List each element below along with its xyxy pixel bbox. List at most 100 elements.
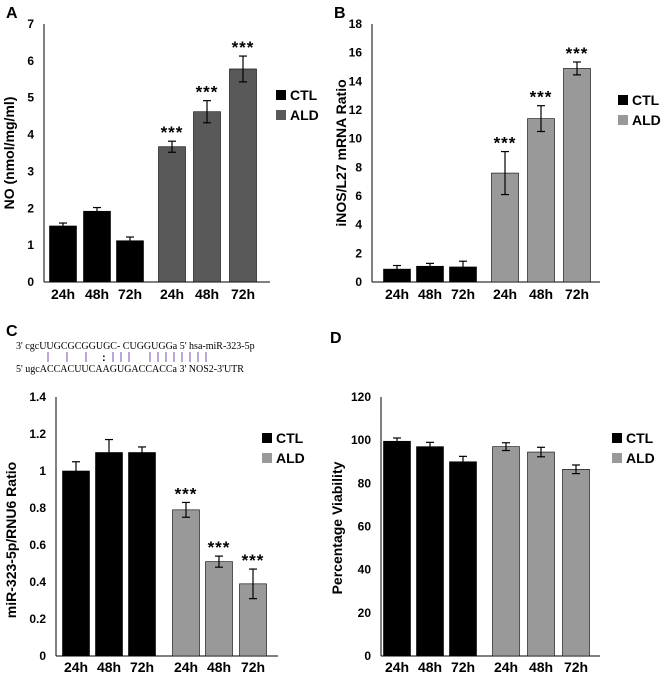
panel-d-bar-0 — [383, 440, 411, 657]
panel-d-error-4 — [537, 446, 545, 458]
panel-c-x-ticks: 24h 48h 72h 24h 48h 72h — [64, 659, 265, 675]
panel-c-error-5 — [249, 568, 257, 600]
panel-d-bar-2 — [449, 461, 477, 657]
panel-c-bar-3 — [172, 509, 200, 657]
panel-a-y-ticks: 0 1 2 3 4 5 6 7 — [27, 17, 34, 289]
panel-c-x-tick-1: 48h — [97, 659, 121, 675]
panel-c-y-tick-6: 1.2 — [29, 427, 46, 441]
panel-b-legend-ald-label: ALD — [632, 112, 661, 128]
sequence-line-mirna: 3' cgcUUGCGCGGUGC- CUGGUGGa 5' hsa-miR-3… — [16, 341, 255, 352]
panel-d-error-1 — [426, 441, 434, 452]
panel-c-x-tick-0: 24h — [64, 659, 88, 675]
panel-c-error-1 — [105, 438, 113, 467]
panel-c-x-tick-4: 48h — [207, 659, 231, 675]
panel-a-label: A — [6, 5, 18, 22]
panel-c-y-tick-4: 0.8 — [29, 501, 46, 515]
panel-a-y-tick-7: 7 — [27, 17, 34, 31]
panel-a-bar-1 — [83, 210, 111, 283]
panel-b-x-tick-2: 72h — [451, 286, 475, 302]
panel-c-bar-4 — [205, 561, 233, 657]
panel-d-x-tick-3: 24h — [494, 659, 518, 675]
panel-b-error-2 — [459, 260, 467, 274]
panel-d-bars — [383, 440, 590, 657]
panel-b-y-tick-7: 14 — [349, 74, 363, 88]
panel-d-error-0 — [393, 437, 401, 446]
panel-d-y-tick-0: 0 — [364, 649, 371, 663]
panel-a-y-tick-3: 3 — [27, 164, 34, 178]
panel-b-significance-3: *** — [494, 134, 517, 153]
panel-c-y-tick-5: 1 — [39, 464, 46, 478]
sequence-pairing-marks — [47, 352, 207, 362]
panel-b-error-5 — [573, 61, 581, 76]
panel-b-y-tick-6: 12 — [349, 103, 363, 117]
panel-c-bar-0 — [62, 470, 90, 657]
panel-c-legend-ctl-label: CTL — [276, 430, 304, 446]
panel-a-bar-3 — [158, 146, 186, 283]
panel-a-bar-0 — [49, 225, 77, 283]
panel-c-significance-3: *** — [175, 484, 198, 503]
panel-a-significance-4: *** — [196, 83, 219, 102]
panel-a-x-tick-1: 48h — [85, 286, 109, 302]
panel-d-label: D — [330, 330, 342, 347]
panel-b-x-tick-4: 48h — [529, 286, 553, 302]
panel-a-bar-5 — [229, 68, 257, 283]
panel-b-y-ticks: 0 2 4 6 8 10 12 14 16 18 — [349, 17, 363, 289]
panel-d-y-ticks: 0 20 40 60 80 100 120 — [351, 390, 371, 663]
panel-a-error-1 — [93, 206, 101, 216]
panel-a-bar-2 — [116, 240, 144, 283]
panel-b-y-tick-9: 18 — [349, 17, 363, 31]
panel-b-x-tick-0: 24h — [385, 286, 409, 302]
panel-b-x-tick-3: 24h — [493, 286, 517, 302]
panel-d-y-tick-3: 60 — [358, 520, 372, 534]
panel-b-bars — [383, 68, 591, 283]
panel-c-error-4 — [215, 555, 223, 568]
panel-d-legend-ald-label: ALD — [626, 450, 655, 466]
panel-b-label: B — [334, 5, 346, 22]
panel-c-legend-ald-label: ALD — [276, 450, 305, 466]
panel-d-y-tick-4: 80 — [358, 476, 372, 490]
panel-a-x-tick-2: 72h — [118, 286, 142, 302]
panel-c-y-label: miR-323-5p/RNU6 Ratio — [3, 462, 19, 618]
panel-a-significance-3: *** — [161, 123, 184, 142]
panel-b-error-bars — [393, 61, 581, 274]
panel-d-error-5 — [572, 464, 580, 475]
sequence-alignment: 3' cgcUUGCGCGGUGC- CUGGUGGa 5' hsa-miR-3… — [16, 341, 255, 375]
panel-d-bar-3 — [492, 446, 520, 657]
panel-c-error-0 — [72, 461, 80, 481]
panel-c-y-tick-7: 1.4 — [29, 390, 46, 404]
panel-d-error-3 — [502, 442, 510, 452]
panel-b-error-4 — [537, 105, 545, 133]
panel-b-y-tick-1: 2 — [355, 246, 362, 260]
panel-c-error-2 — [138, 446, 146, 459]
panel-d-bar-1 — [416, 446, 444, 657]
panel-c-legend-ald-swatch — [262, 453, 272, 463]
panel-c-x-tick-3: 24h — [174, 659, 198, 675]
panel-a-error-2 — [126, 236, 134, 246]
panel-b-y-tick-4: 8 — [355, 160, 362, 174]
panel-a-x-tick-5: 72h — [231, 286, 255, 302]
panel-d-y-tick-6: 120 — [351, 390, 371, 404]
panel-b-y-label: iNOS/L27 mRNA Ratio — [333, 79, 349, 226]
panel-d-y-tick-5: 100 — [351, 433, 371, 447]
panel-b-y-tick-8: 16 — [349, 46, 363, 60]
panel-a-legend: CTL ALD — [276, 87, 319, 123]
panel-c-significance-4: *** — [208, 538, 231, 557]
sequence-line-target: 5' ugcACCACUUCAAGUGACCACCa 3' NOS2-3'UTR — [16, 364, 244, 375]
panel-d: D 0 20 40 60 80 100 120 24h 48h 72h 24h 48h 72h Per… — [329, 330, 655, 675]
panel-a-x-tick-4: 48h — [195, 286, 219, 302]
panel-b-y-tick-0: 0 — [355, 275, 362, 289]
panel-c-x-tick-5: 72h — [241, 659, 265, 675]
panel-c-legend: CTL ALD — [262, 430, 305, 466]
panel-d-bar-4 — [527, 451, 555, 657]
panel-c-error-bars — [72, 438, 257, 600]
panel-a-y-tick-5: 5 — [27, 91, 34, 105]
panel-a-y-tick-2: 2 — [27, 201, 34, 215]
panel-a-x-tick-0: 24h — [51, 286, 75, 302]
panel-d-legend: CTL ALD — [612, 430, 655, 466]
panel-a-legend-ald-label: ALD — [290, 107, 319, 123]
panel-b-legend: CTL ALD — [618, 92, 661, 128]
panel-a-x-ticks: 24h 48h 72h 24h 48h 72h — [51, 286, 255, 302]
